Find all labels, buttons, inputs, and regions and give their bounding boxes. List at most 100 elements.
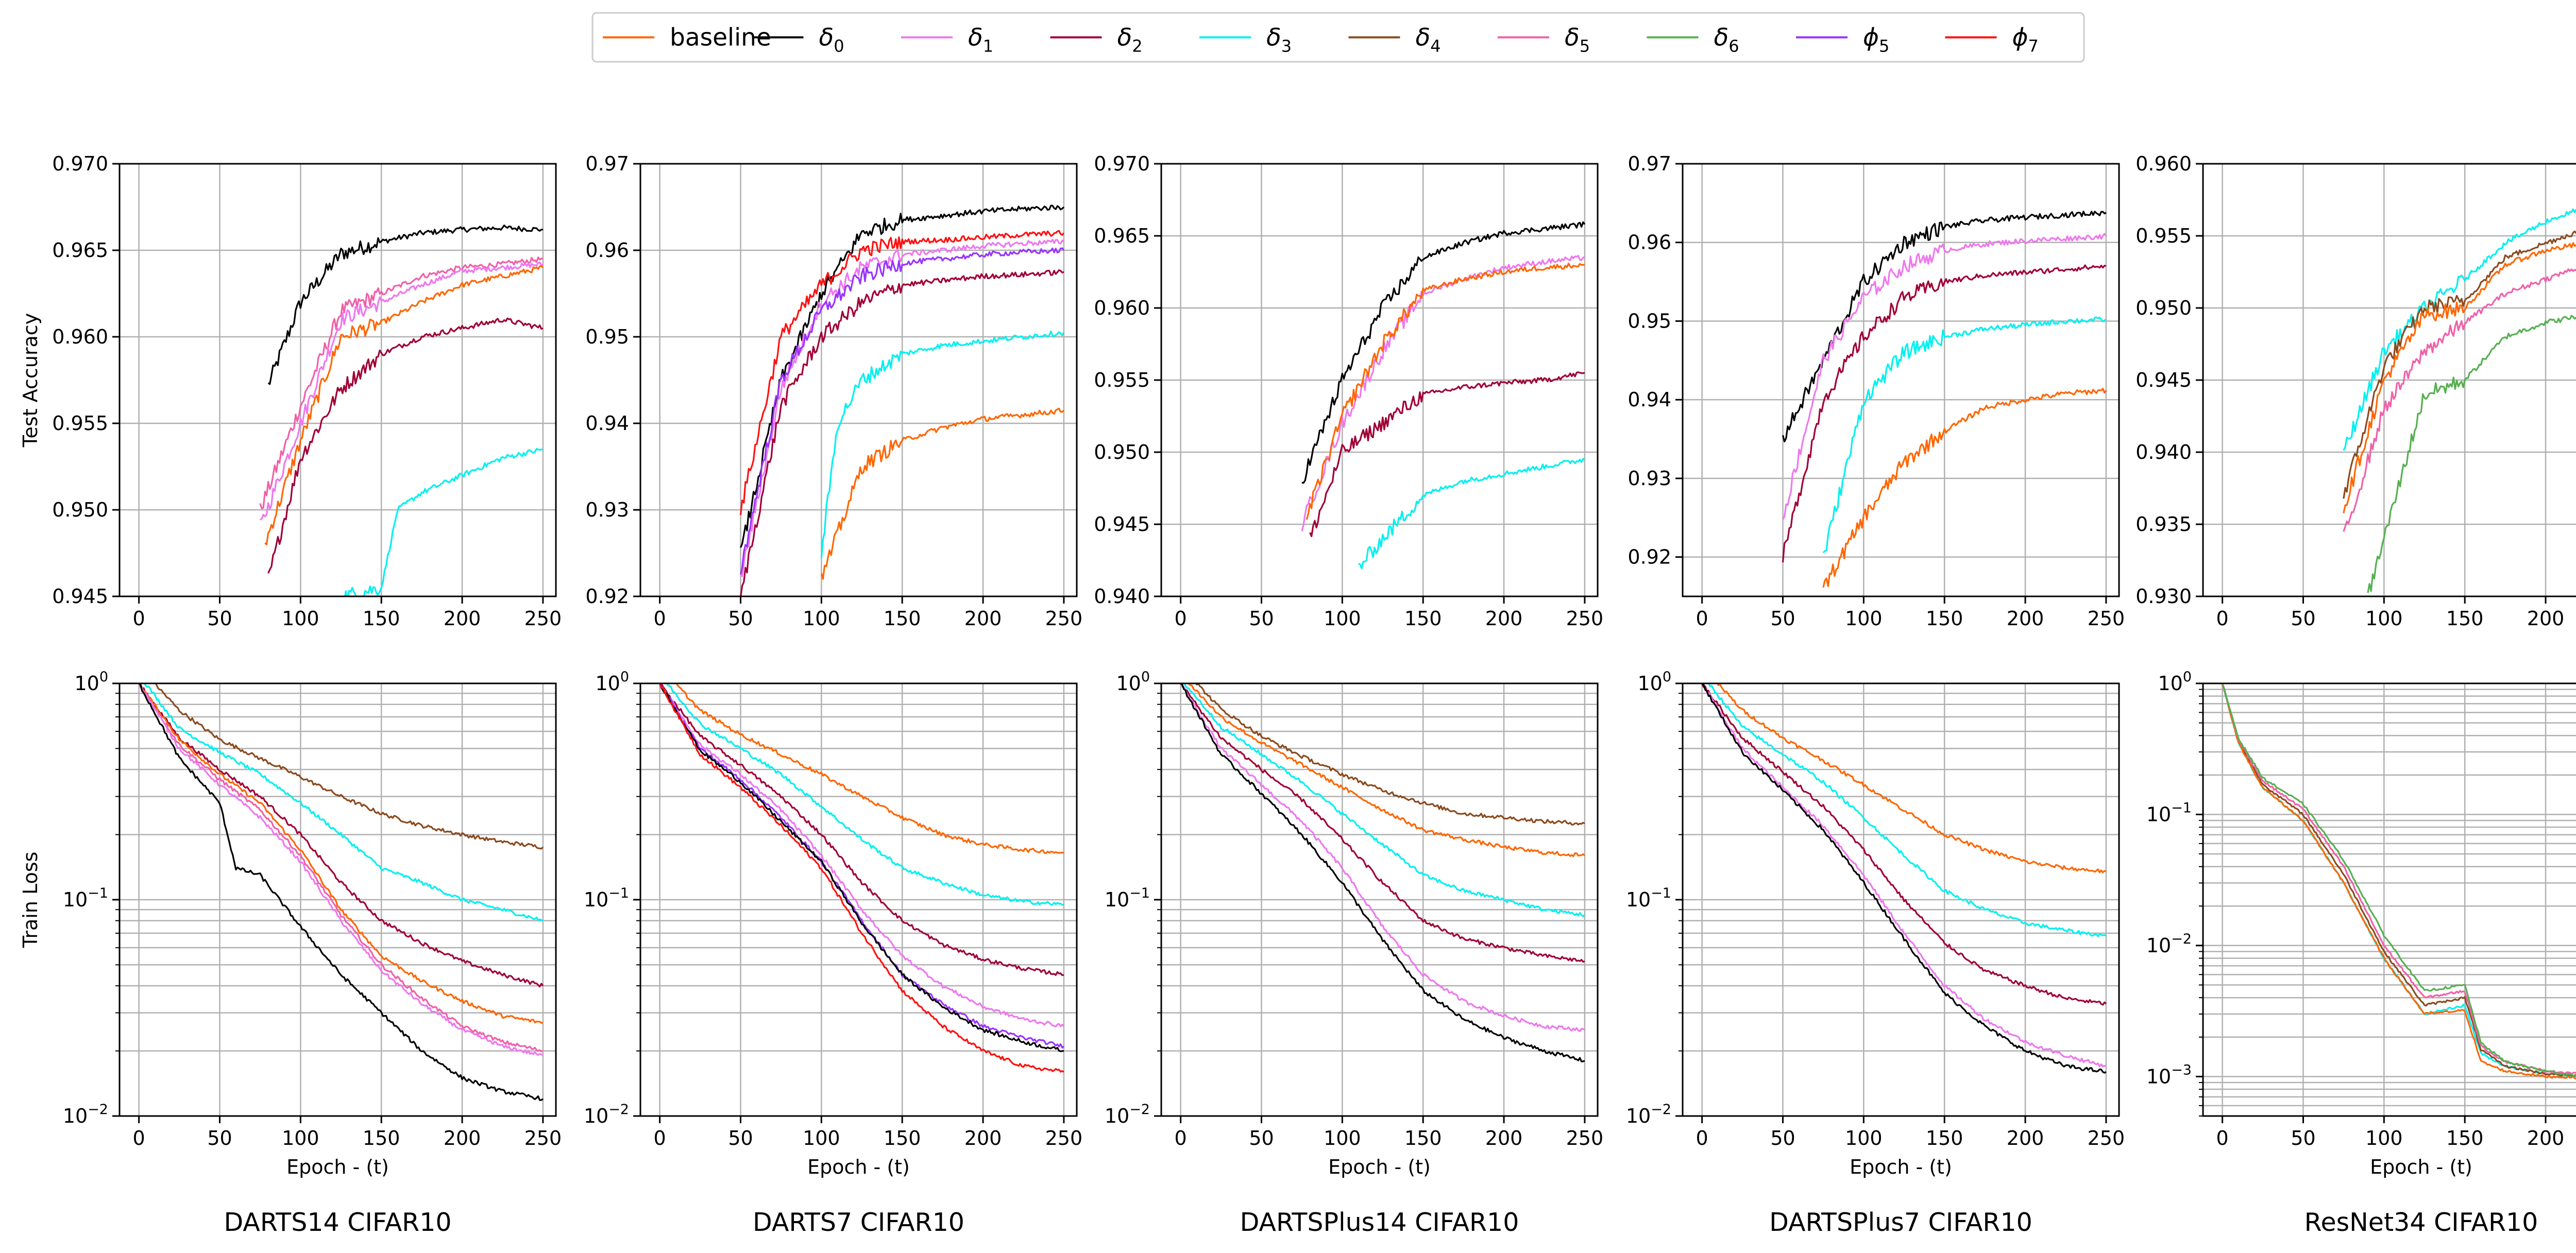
plot-background: [640, 164, 1077, 596]
series-line-delta3: [666, 683, 1064, 906]
y-tick-label: 0.960: [2136, 152, 2192, 175]
y-tick-label: 0.97: [1628, 152, 1671, 175]
x-tick-label: 100: [1845, 607, 1883, 630]
y-tick-label: 10−1: [1626, 885, 1671, 911]
x-tick-label: 150: [1404, 607, 1442, 630]
plot-frame: [639, 163, 1078, 597]
x-tick-label: 50: [207, 1127, 232, 1149]
x-tick-label: 200: [964, 607, 1002, 630]
y-tick-label: 100: [595, 669, 629, 695]
axis-ticks: 0 50 100 150 200 250 0.945 0.950 0.955 0.960 0.965…: [52, 152, 562, 630]
gridlines: [120, 683, 556, 1117]
test-accuracy-plot: 0 50 100 150 200 250 0.92 0.93 0.94 0.95 0.96 0.97: [585, 152, 1082, 630]
plot-frame: [2202, 163, 2576, 597]
x-tick-label: 250: [1566, 1127, 1604, 1149]
plots: 0 50 100 150 200 2500.9450.9500.9550.9600.965…: [19, 152, 2576, 1237]
train-loss-plot: 0 50 100 150 200 250 10−2 10−1 100 Epoch - (t): [1626, 669, 2125, 1178]
y-tick-label: 10−1: [584, 885, 629, 911]
y-tick-label: 0.940: [1094, 585, 1150, 608]
series-line-delta2: [740, 269, 1064, 596]
series-line-delta4: [2222, 683, 2576, 1077]
x-tick-label: 200: [2007, 1127, 2044, 1149]
x-tick-label: 150: [2446, 1127, 2484, 1149]
x-tick-label: 50: [2291, 607, 2315, 630]
x-tick-label: 100: [1845, 1127, 1883, 1149]
legend-label-delta2: δ2: [1117, 24, 1143, 56]
series-line-delta1: [259, 261, 544, 521]
x-tick-label: 100: [2365, 607, 2403, 630]
series-line-delta1: [1180, 683, 1585, 1032]
series-line-delta5: [2222, 683, 2576, 1075]
y-tick-label: 0.940: [2136, 441, 2192, 464]
series-line-delta1: [659, 684, 1065, 1027]
x-tick-label: 250: [524, 1127, 562, 1149]
legend-label-delta1: δ1: [968, 24, 993, 56]
y-tick-label: 0.960: [1094, 297, 1150, 319]
series-line-delta1: [1782, 233, 2107, 520]
x-tick-label: 200: [444, 1127, 481, 1149]
series-line-delta3: [1183, 683, 1585, 917]
plot-frame: [118, 163, 557, 597]
y-tick-label: 0.960: [52, 325, 108, 348]
legend-entry-delta5: δ5: [1498, 24, 1590, 56]
y-tick-label: 0.965: [1094, 225, 1150, 247]
series-line-delta1: [138, 683, 544, 1057]
x-tick-label: 250: [2088, 607, 2125, 630]
series-line-delta4: [1195, 683, 1585, 826]
y-tick-label: 0.93: [585, 499, 629, 521]
y-tick-label: 0.950: [1094, 441, 1150, 464]
x-tick-label: 0: [2216, 1127, 2229, 1149]
y-tick-label: 10−1: [1105, 885, 1150, 911]
x-tick-label: 100: [803, 607, 840, 630]
x-axis-label: Epoch - (t): [286, 1156, 389, 1178]
series-line-phi5: [659, 683, 1064, 1049]
series-line-delta2: [659, 683, 1064, 976]
plot-frame: [2202, 682, 2576, 1117]
y-tick-label: 0.970: [52, 152, 108, 175]
x-tick-label: 100: [1324, 607, 1361, 630]
x-tick-label: 0: [2216, 607, 2229, 630]
series-line-delta0: [138, 683, 544, 1101]
panel-title: ResNet34 CIFAR10: [2304, 1208, 2538, 1237]
x-tick-label: 50: [1249, 607, 1274, 630]
y-tick-label: 0.97: [585, 152, 629, 175]
series-line-delta1: [740, 238, 1064, 577]
series-line-delta3: [1358, 458, 1585, 570]
series-line-delta5: [259, 256, 544, 509]
x-tick-label: 0: [1696, 607, 1708, 630]
plot-frame: [1682, 682, 2120, 1117]
series-line-delta0: [267, 225, 543, 385]
series-line-delta1: [1701, 683, 2107, 1068]
series-line-baseline: [138, 683, 544, 1024]
x-tick-label: 50: [2291, 1127, 2315, 1149]
x-tick-label: 150: [884, 1127, 921, 1149]
y-tick-label: 0.92: [1628, 546, 1671, 569]
axis-ticks: 0 50 100 150 200 250 10−2 10−1 100: [1105, 669, 1603, 1149]
panel-title: DARTS7 CIFAR10: [753, 1208, 964, 1237]
test-accuracy-plot: 0 50 100 150 200 250 0.945 0.950 0.955 0.960 0.965…: [19, 152, 562, 630]
series-line-delta3: [1707, 683, 2107, 937]
gridlines: [1683, 683, 2119, 1117]
series-line-delta2: [1701, 683, 2107, 1006]
series-line-delta5: [138, 683, 544, 1053]
y-tick-label: 0.950: [2136, 297, 2192, 319]
x-tick-label: 150: [1926, 1127, 1963, 1149]
panel-title: DARTS14 CIFAR10: [224, 1208, 451, 1237]
y-tick-label: 0.93: [1628, 467, 1671, 490]
y-axis-label: Test Accuracy: [19, 313, 42, 448]
x-tick-label: 100: [2365, 1127, 2403, 1149]
y-tick-label: 0.935: [2136, 513, 2192, 536]
legend-label-delta3: δ3: [1266, 24, 1292, 56]
x-tick-label: 50: [207, 607, 232, 630]
axis-ticks: 0 50 100 150 200 250 0.92 0.93 0.94 0.95 0.96 0.97: [585, 152, 1082, 630]
x-tick-label: 100: [282, 607, 319, 630]
series-line-baseline: [1822, 388, 2107, 588]
series-line-delta6: [2222, 683, 2576, 1077]
legend-entry-delta0: δ0: [752, 24, 844, 56]
legend-entry-delta3: δ3: [1199, 24, 1292, 56]
y-tick-label: 0.945: [1094, 513, 1150, 536]
series-line-delta2: [1309, 371, 1585, 537]
series-line-delta4: [152, 683, 544, 850]
plot-background: [2203, 683, 2576, 1116]
